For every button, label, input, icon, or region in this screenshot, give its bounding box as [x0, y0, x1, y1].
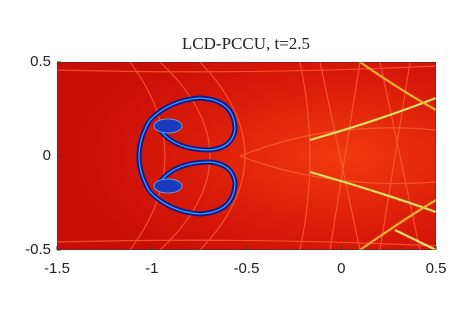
y-tick-label: -0.5 — [25, 241, 51, 258]
chart-title: LCD-PCCU, t=2.5 — [182, 34, 310, 53]
y-tick-label: 0.5 — [30, 53, 51, 70]
y-tick-label: 0 — [43, 147, 51, 164]
field-image — [57, 62, 436, 250]
x-tick-label: -1.5 — [44, 260, 70, 277]
x-tick-label: 0 — [337, 260, 345, 277]
x-tick-label: 0.5 — [426, 260, 447, 277]
x-tick-label: -0.5 — [234, 260, 260, 277]
x-tick-label: -1 — [145, 260, 158, 277]
